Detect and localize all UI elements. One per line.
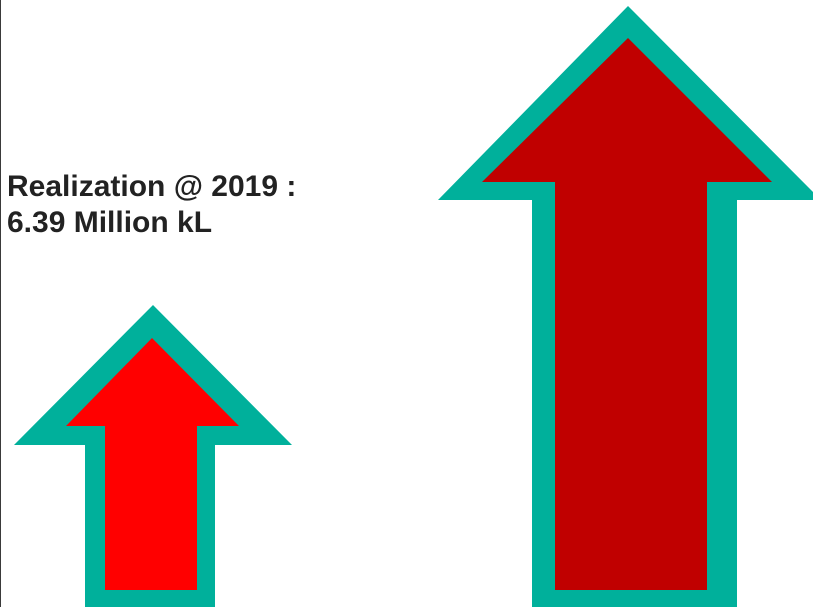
slide-left-border: [0, 0, 1, 607]
realization-text-line-1: Realization @ 2019 :: [7, 170, 297, 203]
realization-text-line-2: 6.39 Million kL: [7, 206, 213, 239]
large-up-arrow-fill: [482, 38, 772, 590]
realization-text: Realization @ 2019 : 6.39 Million kL: [7, 169, 296, 241]
large-up-arrow: [438, 6, 813, 607]
small-up-arrow-fill: [66, 338, 239, 590]
small-up-arrow: [14, 305, 292, 607]
